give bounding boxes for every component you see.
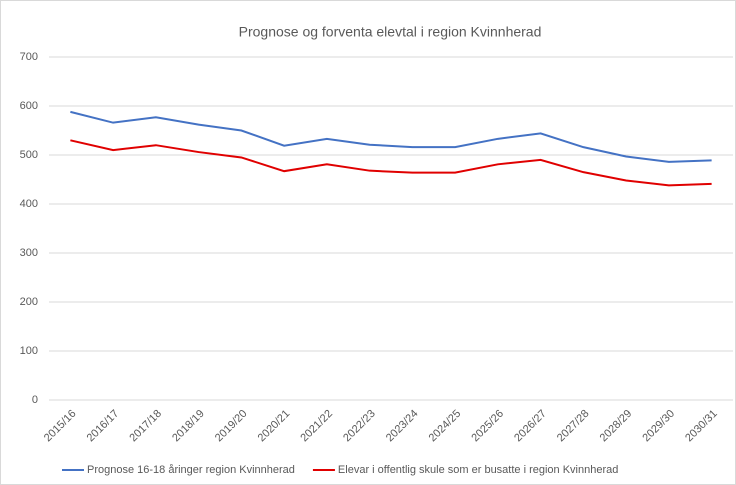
chart-title: Prognose og forventa elevtal i region Kv…	[239, 24, 542, 40]
y-tick-label: 200	[20, 296, 38, 308]
y-tick-label: 300	[20, 247, 38, 259]
series-line	[70, 110, 712, 163]
y-tick-label: 600	[20, 100, 38, 112]
y-tick-label: 700	[20, 51, 38, 63]
y-tick-label: 400	[20, 198, 38, 210]
legend-label: Elevar i offentlig skule som er busatte …	[338, 464, 618, 476]
legend-label: Prognose 16-18 åringer region Kvinnherad	[87, 464, 295, 476]
y-tick-label: 0	[32, 394, 38, 406]
y-tick-label: 100	[20, 345, 38, 357]
series-line	[70, 139, 712, 187]
y-tick-label: 500	[20, 149, 38, 161]
